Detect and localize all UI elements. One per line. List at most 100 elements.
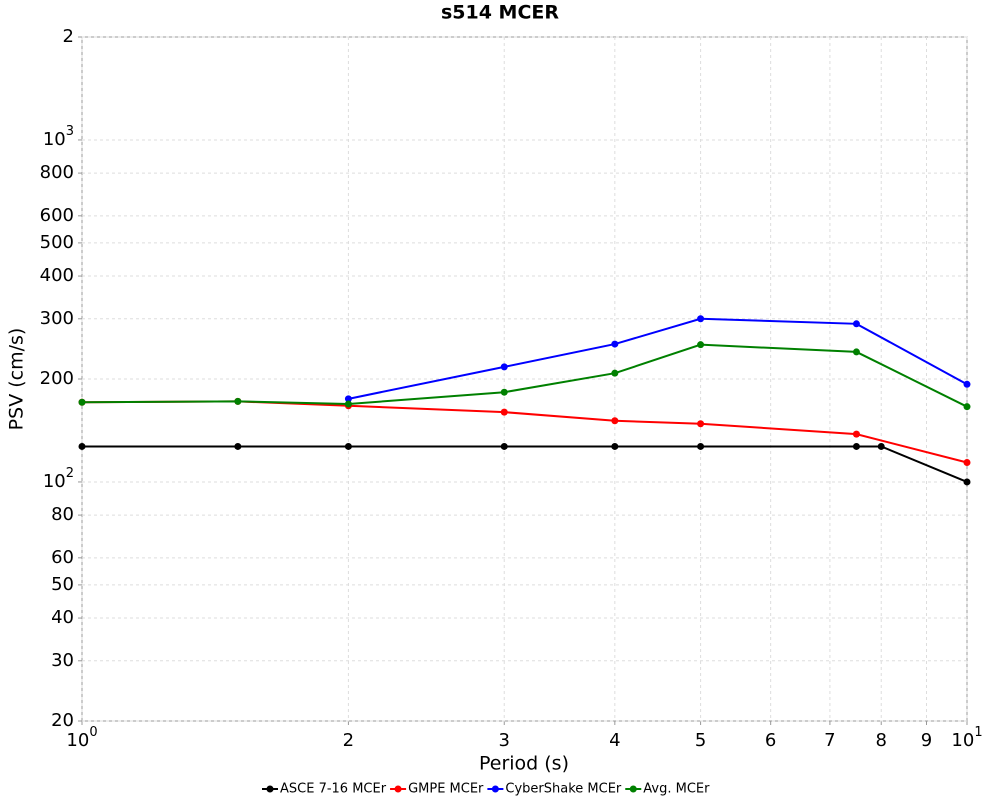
legend-marker [629,785,637,793]
data-point [963,403,971,411]
tick-label-text: 10 [951,730,974,751]
data-point [500,363,508,371]
tick-label: 300 [40,308,74,329]
tick-label-text: 2 [343,730,354,751]
chart-title: s514 MCER [441,2,559,24]
tick-label: 500 [40,232,74,253]
tick-label-text: 800 [40,162,74,183]
legend-label: CyberShake MCEr [505,782,622,797]
tick-label-text: 200 [40,368,74,389]
legend-item: ASCE 7-16 MCEr [262,782,387,797]
data-point [500,442,508,450]
legend-marker [266,785,274,793]
data-point [697,341,705,349]
tick-label-text: 2 [63,26,74,47]
tick-label: 2 [343,730,354,751]
tick-label: 800 [40,162,74,183]
tick-label: 5 [695,730,706,751]
tick-label: 40 [51,607,74,628]
tick-label: 400 [40,265,74,286]
legend-item: GMPE MCEr [390,782,484,797]
data-point [234,397,242,405]
tick-label: 80 [51,504,74,525]
tick-label-text: 10 [43,129,66,150]
data-point [344,400,352,408]
tick-label-text: 60 [51,547,74,568]
tick-label-text: 300 [40,308,74,329]
tick-label: 6 [765,730,776,751]
tick-label-text: 10 [66,730,89,751]
tick-label-text: 40 [51,607,74,628]
tick-label: 103 [43,123,74,150]
tick-label-text: 10 [43,471,66,492]
data-point [852,348,860,356]
data-point [963,478,971,486]
data-point [611,340,619,348]
tick-label-exponent: 2 [66,465,74,480]
tick-label: 600 [40,205,74,226]
data-point [611,442,619,450]
tick-label-text: 4 [609,730,620,751]
legend-label: GMPE MCEr [408,782,484,797]
tick-label: 101 [951,725,982,752]
data-point [78,442,86,450]
tick-label: 102 [43,465,74,492]
legend-label: ASCE 7-16 MCEr [280,782,387,797]
y-axis-label: PSV (cm/s) [6,328,28,431]
tick-label-exponent: 1 [974,725,982,740]
data-point [78,398,86,406]
legend-label: Avg. MCEr [643,782,710,797]
data-point [963,380,971,388]
data-point [697,420,705,428]
tick-label-exponent: 0 [89,725,97,740]
legend-item: Avg. MCEr [625,782,710,797]
tick-label-text: 80 [51,504,74,525]
tick-label: 3 [499,730,510,751]
tick-label-text: 5 [695,730,706,751]
data-point [500,408,508,416]
series-line [81,343,968,408]
tick-label: 50 [51,574,74,595]
tick-label-text: 500 [40,232,74,253]
data-point [877,442,885,450]
tick-label: 7 [824,730,835,751]
tick-label-text: 20 [51,710,74,731]
tick-label-text: 8 [876,730,887,751]
data-point [344,442,352,450]
tick-label-text: 50 [51,574,74,595]
tick-label: 60 [51,547,74,568]
legend-item: CyberShake MCEr [487,782,622,797]
tick-label: 9 [921,730,932,751]
legend-marker [394,785,402,793]
data-point [852,430,860,438]
tick-label: 200 [40,368,74,389]
data-point [234,442,242,450]
data-point [697,315,705,323]
plot-area [81,36,968,722]
data-point [852,442,860,450]
tick-label-text: 3 [499,730,510,751]
x-axis-label: Period (s) [479,753,569,775]
data-point [500,388,508,396]
series-line [348,317,968,400]
tick-label: 100 [66,725,97,752]
tick-label-text: 400 [40,265,74,286]
tick-label-text: 7 [824,730,835,751]
data-point [963,458,971,466]
data-point [611,417,619,425]
tick-label: 2 [63,26,74,47]
tick-label-text: 600 [40,205,74,226]
tick-label-text: 6 [765,730,776,751]
tick-label-text: 30 [51,650,74,671]
data-point [611,369,619,377]
tick-label-exponent: 3 [66,123,74,138]
tick-label: 8 [876,730,887,751]
tick-label-text: 9 [921,730,932,751]
legend-marker [491,785,499,793]
data-point [697,442,705,450]
tick-label: 4 [609,730,620,751]
tick-label: 30 [51,650,74,671]
data-point [344,395,352,403]
tick-label: 20 [51,710,74,731]
